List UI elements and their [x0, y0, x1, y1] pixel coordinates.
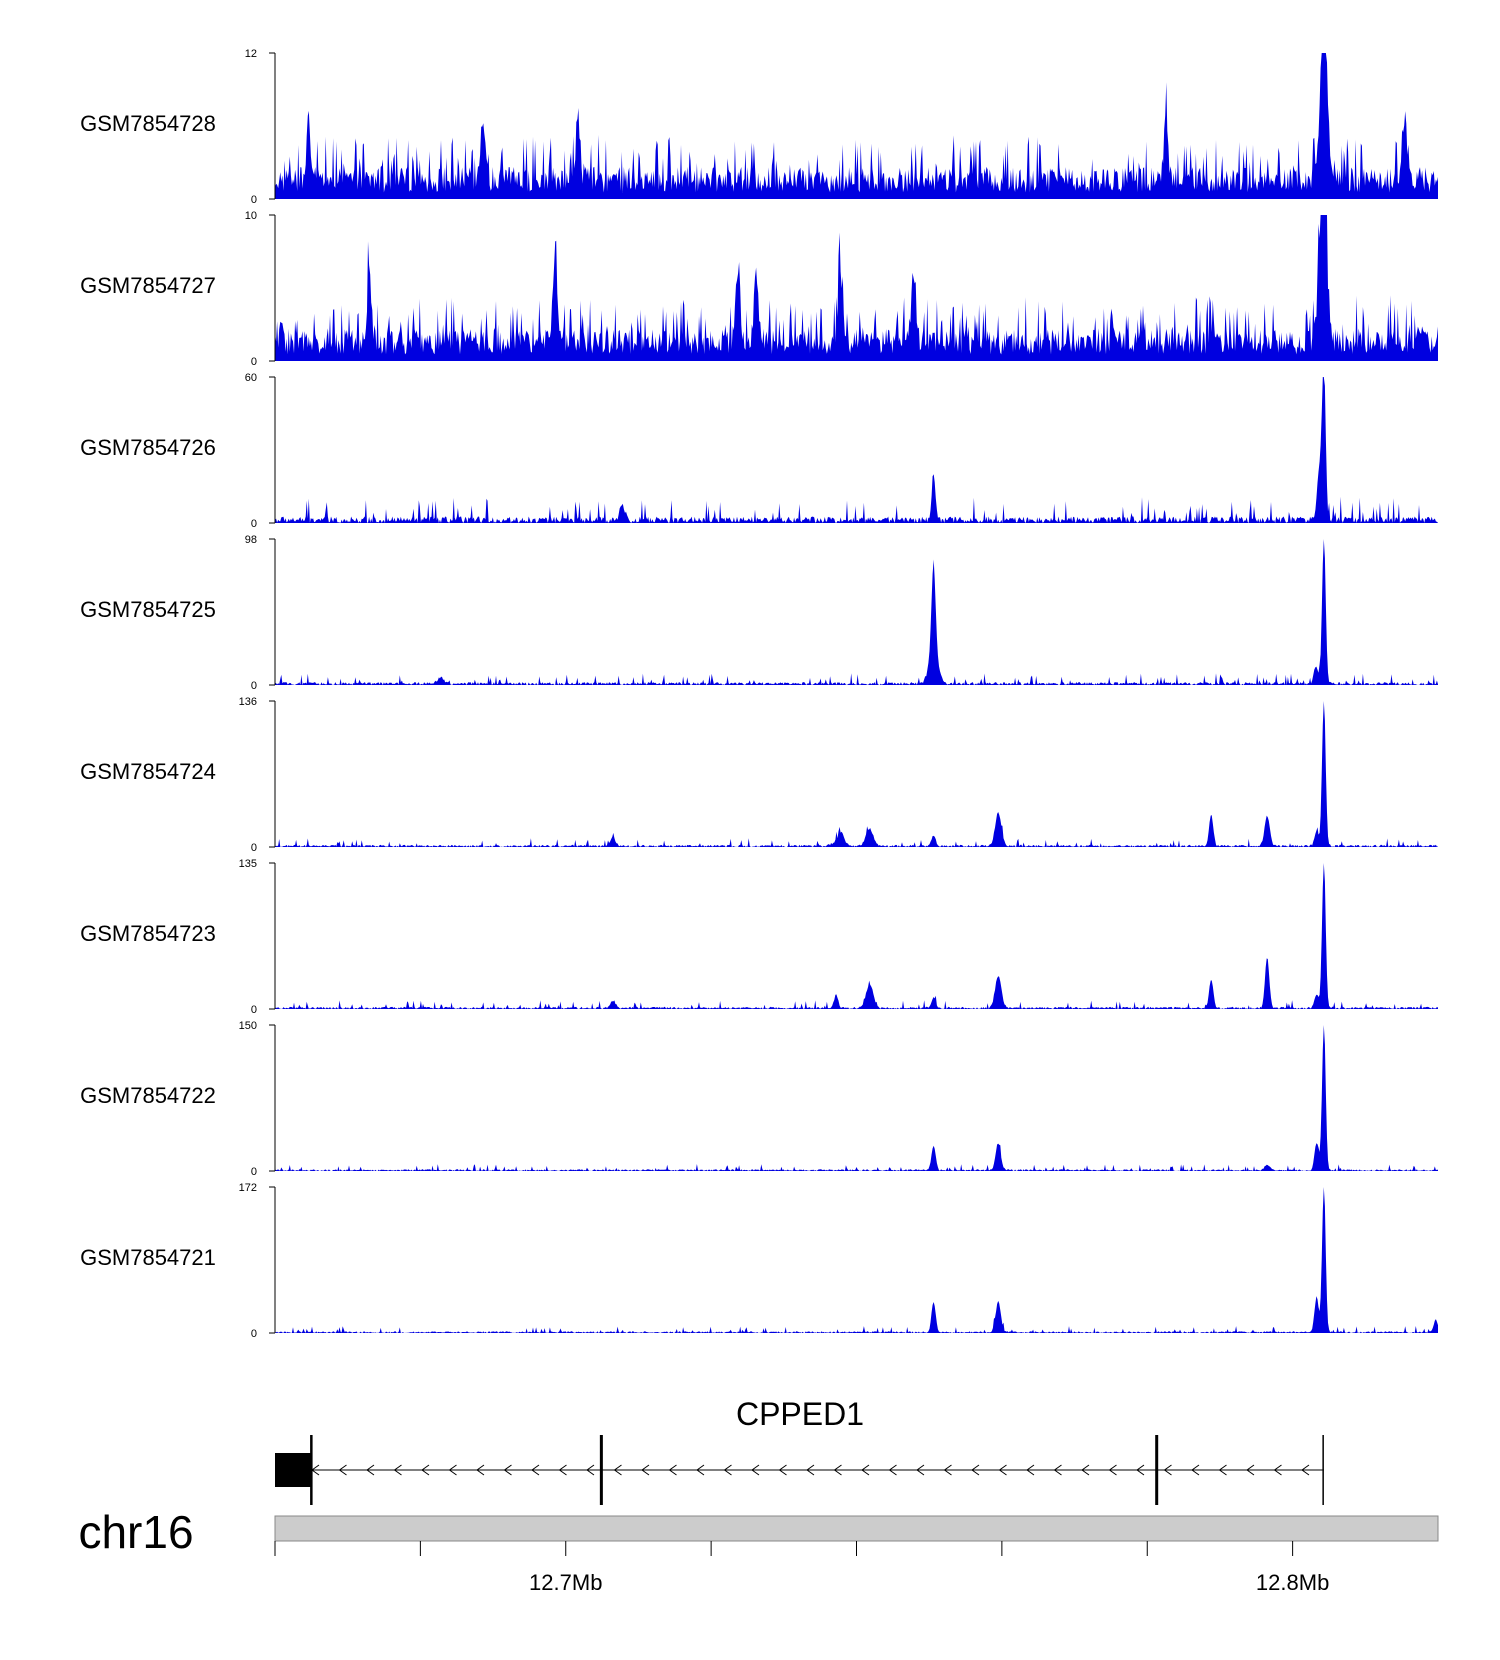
coverage-signal-area: [275, 53, 1438, 199]
y-axis-max-label: 150: [239, 1020, 257, 1032]
strand-chevron-icon: [1081, 1464, 1090, 1476]
x-axis-tick-label: 12.8Mb: [1256, 1570, 1329, 1595]
strand-chevron-icon: [1053, 1464, 1062, 1476]
y-axis-zero-label: 0: [251, 1166, 257, 1178]
y-axis-max-label: 136: [239, 696, 257, 708]
y-axis-zero-label: 0: [251, 842, 257, 854]
strand-chevron-icon: [1246, 1464, 1255, 1476]
coverage-track: 135 0 GSM7854723: [80, 858, 1438, 1016]
strand-chevron-icon: [1273, 1464, 1282, 1476]
y-axis-zero-label: 0: [251, 194, 257, 206]
coverage-track: 12 0 GSM7854728: [80, 48, 1438, 206]
coverage-signal-area: [275, 863, 1438, 1009]
strand-chevron-icon: [778, 1464, 787, 1476]
track-label: GSM7854726: [80, 435, 216, 460]
coverage-signal-area: [275, 377, 1438, 523]
gene-annotation-track: CPPED1: [275, 1396, 1324, 1505]
strand-chevron-icon: [833, 1464, 842, 1476]
strand-chevron-icon: [448, 1464, 457, 1476]
strand-chevron-icon: [641, 1464, 650, 1476]
strand-chevron-icon: [503, 1464, 512, 1476]
track-label: GSM7854727: [80, 273, 216, 298]
chromosome-label: chr16: [78, 1506, 193, 1558]
y-axis-max-label: 135: [239, 858, 257, 870]
strand-chevron-icon: [476, 1464, 485, 1476]
track-label: GSM7854725: [80, 597, 216, 622]
coverage-track: 10 0 GSM7854727: [80, 210, 1438, 368]
strand-chevron-icon: [393, 1464, 402, 1476]
strand-chevron-icon: [971, 1464, 980, 1476]
strand-chevron-icon: [586, 1464, 595, 1476]
coverage-track: 98 0 GSM7854725: [80, 534, 1438, 692]
strand-chevron-icon: [888, 1464, 897, 1476]
y-axis-max-label: 172: [239, 1182, 257, 1194]
strand-chevron-icon: [1136, 1464, 1145, 1476]
track-label: GSM7854728: [80, 111, 216, 136]
chromosome-axis: chr16 12.7Mb 12.8Mb: [78, 1506, 1439, 1595]
strand-chevron-icon: [806, 1464, 815, 1476]
strand-chevron-icon: [1026, 1464, 1035, 1476]
coverage-tracks: 12 0 GSM7854728 10 0 GSM7854727 60 0 GSM7854726 9…: [80, 48, 1438, 1340]
coverage-track: 136 0 GSM7854724: [80, 696, 1438, 854]
y-axis-max-label: 98: [245, 534, 257, 546]
strand-chevron-icon: [943, 1464, 952, 1476]
track-label: GSM7854722: [80, 1083, 216, 1108]
strand-chevron-icon: [558, 1464, 567, 1476]
y-axis-zero-label: 0: [251, 1004, 257, 1016]
strand-chevron-icon: [421, 1464, 430, 1476]
strand-chevron-icon: [366, 1464, 375, 1476]
gene-exon: [275, 1453, 312, 1487]
strand-chevron-icon: [696, 1464, 705, 1476]
coverage-signal-area: [275, 1025, 1438, 1171]
strand-chevron-icon: [998, 1464, 1007, 1476]
gene-name-label: CPPED1: [736, 1396, 864, 1432]
x-axis-tick-label: 12.7Mb: [529, 1570, 602, 1595]
strand-chevron-icon: [338, 1464, 347, 1476]
track-label: GSM7854724: [80, 759, 216, 784]
strand-chevron-icon: [613, 1464, 622, 1476]
strand-chevron-icon: [751, 1464, 760, 1476]
strand-chevron-icon: [668, 1464, 677, 1476]
coverage-track: 172 0 GSM7854721: [80, 1182, 1438, 1340]
y-axis-max-label: 10: [245, 210, 257, 222]
chromosome-ideogram-bar: [274, 1515, 1439, 1542]
coverage-signal-area: [275, 539, 1438, 685]
y-axis-max-label: 12: [245, 48, 257, 60]
strand-chevron-icon: [1218, 1464, 1227, 1476]
y-axis-zero-label: 0: [251, 518, 257, 530]
y-axis-zero-label: 0: [251, 356, 257, 368]
strand-chevron-icon: [861, 1464, 870, 1476]
coverage-track: 60 0 GSM7854726: [80, 372, 1438, 530]
track-label: GSM7854721: [80, 1245, 216, 1270]
strand-chevron-icon: [1163, 1464, 1172, 1476]
coverage-signal-area: [275, 215, 1438, 361]
y-axis-zero-label: 0: [251, 1328, 257, 1340]
strand-chevron-icon: [1191, 1464, 1200, 1476]
strand-chevron-icon: [531, 1464, 540, 1476]
coverage-signal-area: [275, 701, 1438, 847]
track-label: GSM7854723: [80, 921, 216, 946]
strand-chevron-icon: [916, 1464, 925, 1476]
strand-chevron-icon: [723, 1464, 732, 1476]
y-axis-zero-label: 0: [251, 680, 257, 692]
strand-chevron-icon: [1108, 1464, 1117, 1476]
y-axis-max-label: 60: [245, 372, 257, 384]
coverage-signal-area: [275, 1187, 1438, 1333]
coverage-track: 150 0 GSM7854722: [80, 1020, 1438, 1178]
strand-chevron-icon: [1301, 1464, 1310, 1476]
